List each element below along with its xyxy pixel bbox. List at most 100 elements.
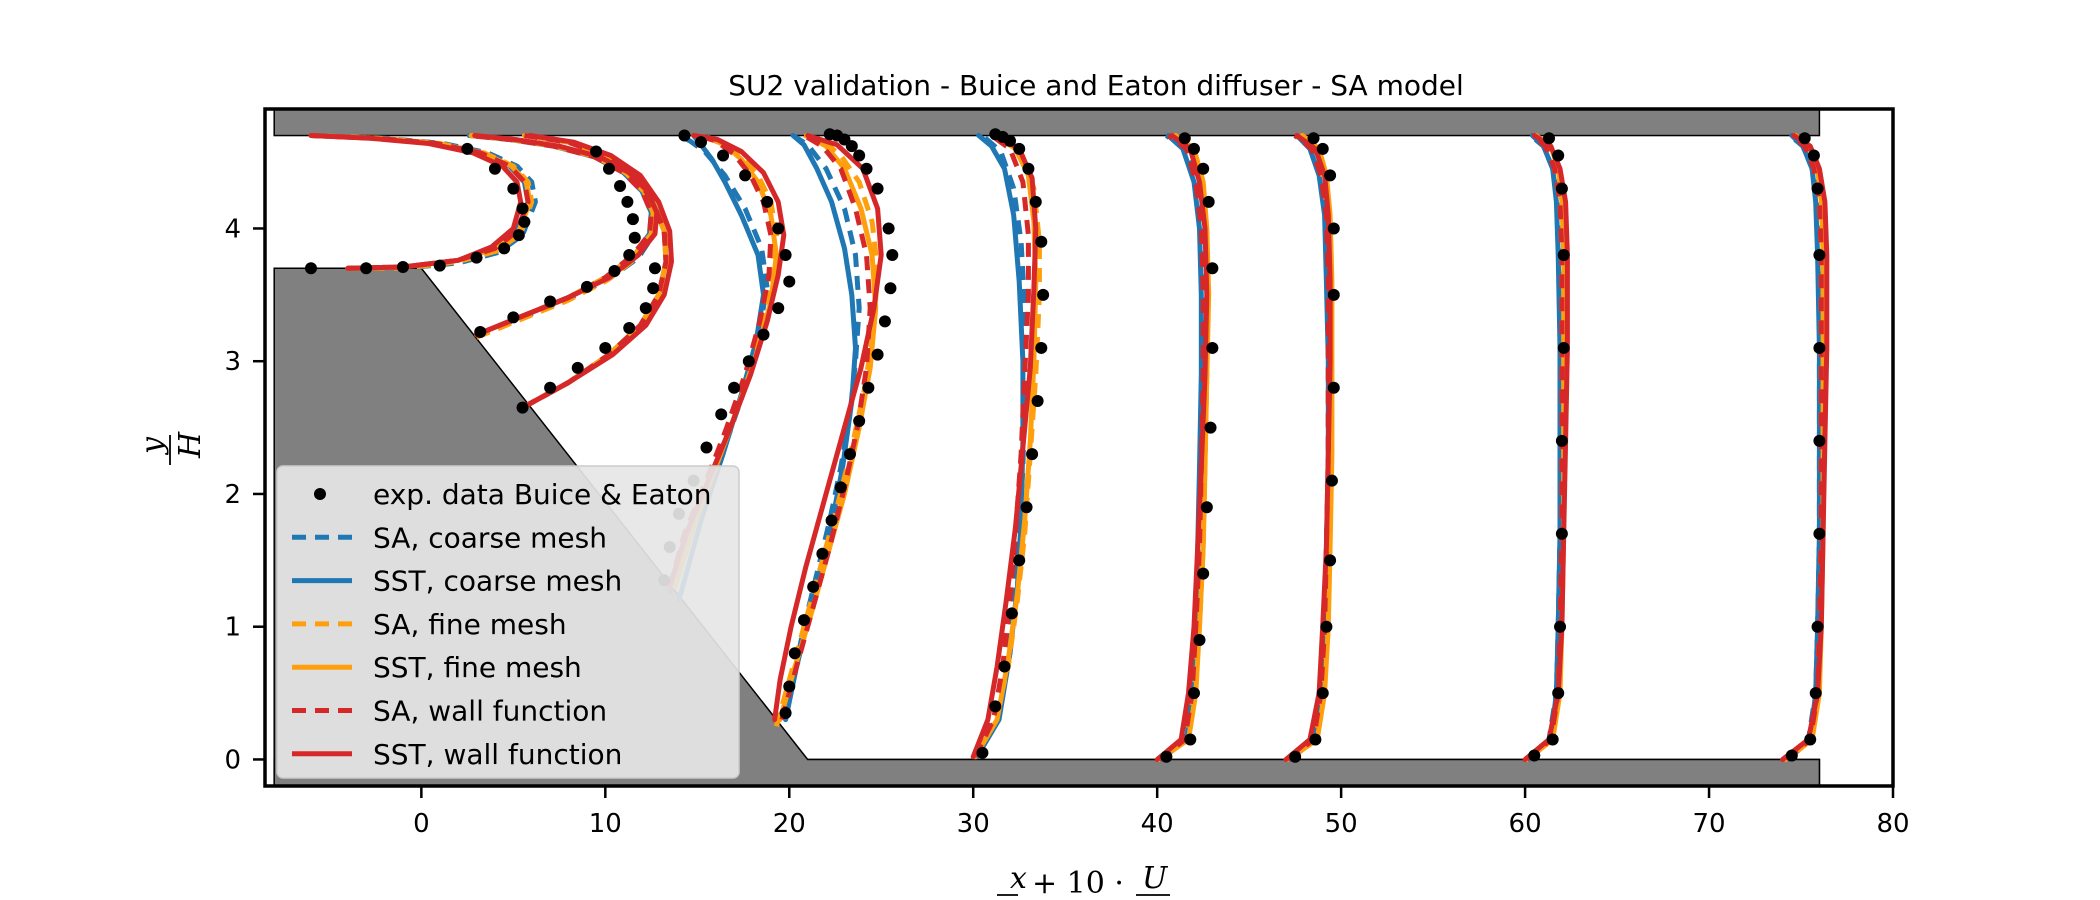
legend-label: SA, wall function: [373, 695, 607, 728]
data-point: [1813, 527, 1826, 540]
data-point: [461, 142, 474, 155]
data-point: [860, 162, 873, 175]
data-point: [1197, 162, 1210, 175]
data-point: [498, 242, 511, 255]
data-point: [694, 136, 707, 149]
data-point: [1807, 149, 1820, 162]
data-point: [1554, 620, 1567, 633]
profile-line-6: [1154, 133, 1210, 762]
data-point: [1013, 142, 1026, 155]
data-point: [1022, 162, 1035, 175]
data-point: [544, 381, 557, 394]
y-tick-label: 0: [224, 745, 241, 775]
data-point: [1160, 750, 1173, 763]
data-point: [783, 680, 796, 693]
x-tick-label: 10: [589, 809, 622, 839]
y-tick-label: 3: [224, 347, 241, 377]
data-point: [816, 547, 829, 560]
data-point: [1020, 501, 1033, 514]
data-point: [1013, 554, 1026, 567]
data-point: [742, 355, 755, 368]
legend-label: SST, wall function: [373, 738, 622, 771]
profile-line-4: [779, 133, 873, 721]
profile-line-3: [676, 133, 766, 603]
data-point: [516, 202, 529, 215]
data-point: [516, 401, 529, 414]
profile-line-2: [520, 133, 674, 411]
legend-label: exp. data Buice & Eaton: [373, 478, 712, 511]
legend-label: SST, fine mesh: [373, 651, 582, 684]
data-point: [989, 700, 1002, 713]
legend-entry-sa-wall-function: SA, wall function: [292, 695, 607, 728]
data-point: [886, 249, 899, 262]
data-point: [1316, 142, 1329, 155]
data-point: [772, 222, 785, 235]
data-point: [1309, 733, 1322, 746]
data-point: [1552, 687, 1565, 700]
data-point: [1813, 249, 1826, 262]
data-point: [623, 322, 636, 335]
data-point: [1324, 169, 1337, 182]
data-point: [976, 746, 989, 759]
data-point: [507, 182, 520, 195]
data-point: [715, 408, 728, 421]
data-point: [700, 441, 713, 454]
data-point: [1206, 262, 1219, 275]
data-point: [823, 128, 836, 141]
x-tick-label: 80: [1876, 809, 1909, 839]
legend-entry-sa-coarse-mesh: SA, coarse mesh: [292, 521, 607, 554]
data-point: [1184, 733, 1197, 746]
data-point: [772, 302, 785, 315]
data-point: [1187, 687, 1200, 700]
profile-line-8: [1522, 133, 1570, 762]
data-point: [647, 282, 660, 295]
data-point: [1206, 341, 1219, 354]
data-point: [788, 647, 801, 660]
legend-label: SA, coarse mesh: [373, 521, 607, 554]
data-point: [878, 315, 891, 328]
data-point: [807, 580, 820, 593]
data-point: [1035, 341, 1048, 354]
data-point: [862, 381, 875, 394]
legend-entry-sa-fine-mesh: SA, fine mesh: [292, 608, 567, 641]
x-tick-label: 0: [413, 809, 430, 839]
data-point: [433, 259, 446, 272]
data-point: [1555, 434, 1568, 447]
svg-text:U: U: [1142, 861, 1169, 896]
data-point: [614, 179, 627, 192]
profile-line-1: [472, 133, 660, 338]
data-point: [507, 311, 520, 324]
x-tick-label: 40: [1141, 809, 1174, 839]
legend-box: [276, 465, 740, 779]
data-point: [571, 361, 584, 374]
data-point: [396, 260, 409, 273]
svg-text:+ 10 ·: + 10 ·: [1032, 866, 1124, 900]
y-tick-label: 4: [224, 214, 241, 244]
data-point: [488, 162, 501, 175]
data-point: [1811, 620, 1824, 633]
svg-text:y: y: [135, 436, 170, 456]
data-point: [599, 341, 612, 354]
data-point: [304, 262, 317, 275]
data-point: [843, 448, 856, 461]
y-axis-label: y H: [135, 431, 208, 465]
data-point: [739, 169, 752, 182]
data-point: [783, 275, 796, 288]
data-point: [1307, 132, 1320, 145]
data-point: [1324, 554, 1337, 567]
data-point: [779, 706, 792, 719]
axis-ticks: 0 10 20 30 40 50 60 70 80 0 1 2 3 4: [224, 214, 1909, 839]
data-point: [626, 213, 639, 226]
data-point: [1557, 249, 1570, 262]
profile-line-5: [972, 133, 1031, 758]
plot-series: [304, 128, 1830, 763]
data-point: [1555, 182, 1568, 195]
data-point: [1528, 749, 1541, 762]
data-point: [1193, 633, 1206, 646]
x-axis-label: x + 10 · U: [997, 861, 1170, 900]
top-wall: [273, 108, 1821, 137]
data-point: [512, 229, 525, 242]
data-point: [1327, 381, 1340, 394]
data-point: [989, 128, 1002, 141]
plot-frame: [263, 107, 1895, 788]
